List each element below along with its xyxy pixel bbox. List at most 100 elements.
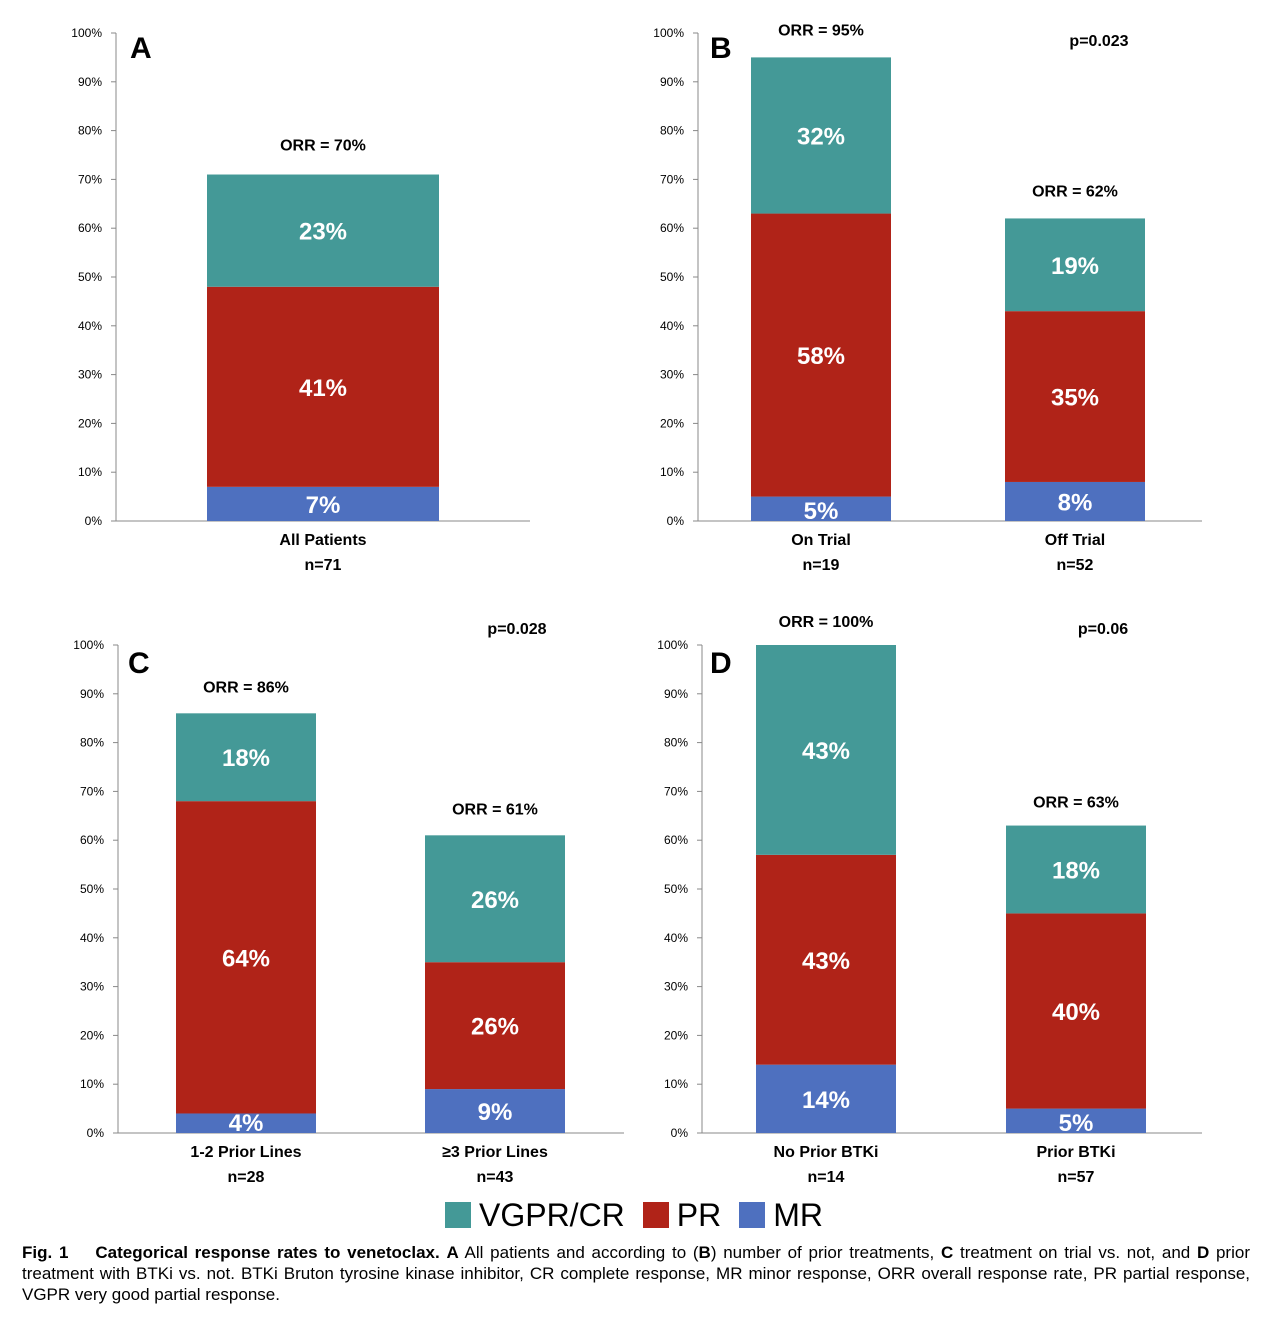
panel-a-category-n: n=71 <box>305 557 342 574</box>
panel-b-bar-vgpr-cr-1 <box>1005 218 1145 312</box>
panel-d-letter: D <box>710 647 732 680</box>
panel-c-letter: C <box>128 647 150 680</box>
panel-c-data-label: 26% <box>471 1014 519 1041</box>
panel-d-y-tick-label: 100% <box>657 638 688 652</box>
panel-c-bar-mr-1 <box>425 1089 565 1133</box>
panel-c-y-tick-label: 40% <box>80 931 104 945</box>
panel-d-category-n: n=14 <box>808 1169 845 1186</box>
caption-fig-label: Fig. 1 <box>22 1243 69 1262</box>
caption-text: prior treatment with BTKi vs. not. BTKi … <box>22 1243 1250 1304</box>
panel-d-data-label: 5% <box>1059 1110 1094 1137</box>
panel-b-y-tick-label: 100% <box>653 26 684 40</box>
panel-a-orr-label: ORR = 70% <box>280 138 366 155</box>
panel-d-category-n: n=57 <box>1058 1169 1095 1186</box>
panel-c-data-label: 18% <box>222 745 270 772</box>
panel-a-y-tick-label: 100% <box>71 26 102 40</box>
panel-d-bar-pr-1 <box>1006 913 1146 1109</box>
panel-d-data-label: 18% <box>1052 857 1100 884</box>
panel-b-category-n: n=19 <box>803 557 840 574</box>
panel-b-data-label: 5% <box>804 498 839 525</box>
caption-panel-ref: A <box>446 1243 459 1262</box>
panel-d-y-tick-label: 80% <box>664 736 688 750</box>
panel-c-data-label: 9% <box>478 1099 513 1126</box>
panel-d-data-label: 40% <box>1052 999 1100 1026</box>
panel-c-y-tick-label: 10% <box>80 1077 104 1091</box>
panel-c-bar-pr-1 <box>425 962 565 1090</box>
panel-a-y-tick-label: 70% <box>78 172 102 186</box>
panel-d-orr-label: ORR = 100% <box>779 614 874 631</box>
panel-b-bar-mr-1 <box>1005 481 1145 521</box>
legend-swatch-mr <box>739 1202 766 1228</box>
legend-swatch-pr <box>642 1202 669 1228</box>
panel-d-bar-vgpr-cr-0 <box>756 645 896 855</box>
panel-c-orr-label: ORR = 61% <box>452 801 538 818</box>
panel-c-bar-pr-0 <box>176 801 316 1114</box>
panel-c-y-tick-label: 70% <box>80 784 104 798</box>
caption-panel-ref: D <box>1196 1243 1210 1262</box>
panel-c-data-label: 64% <box>222 945 270 972</box>
panel-c-category-n: n=28 <box>228 1169 265 1186</box>
panel-d-y-tick-label: 10% <box>664 1077 688 1091</box>
panel-b-data-label: 58% <box>797 343 845 370</box>
panel-d-category-label: Prior BTKi <box>1036 1144 1115 1161</box>
panel-b-y-tick-label: 30% <box>660 368 684 382</box>
panel-b-data-label: 8% <box>1058 489 1093 516</box>
legend-item-vgpr-cr: VGPR/CR <box>444 1197 625 1233</box>
panel-c-y-tick-label: 20% <box>80 1028 104 1042</box>
panel-b-y-tick-label: 50% <box>660 270 684 284</box>
panel-a-letter: A <box>130 32 152 65</box>
panel-c-bar-vgpr-cr-0 <box>176 713 316 802</box>
panel-d-y-tick-label: 50% <box>664 882 688 896</box>
caption-panel-ref: B <box>698 1243 711 1262</box>
panel-b-y-tick-label: 90% <box>660 75 684 89</box>
panel-d-y-tick-label: 70% <box>664 784 688 798</box>
panel-c-category-n: n=43 <box>477 1169 514 1186</box>
panel-d-bar-mr-1 <box>1006 1108 1146 1133</box>
chart-legend: VGPR/CR PR MR <box>0 1195 1268 1235</box>
panel-b-data-label: 35% <box>1051 385 1099 412</box>
panel-a-bar-mr-0 <box>207 486 439 521</box>
panel-d-bar-pr-0 <box>756 854 896 1065</box>
panel-a-y-tick-label: 60% <box>78 221 102 235</box>
panel-c-category-label: 1-2 Prior Lines <box>190 1144 301 1161</box>
panel-b-bar-mr-0 <box>751 496 891 521</box>
legend-swatch-vgpr-cr <box>444 1202 471 1228</box>
panel-b-orr-label: ORR = 95% <box>778 22 864 39</box>
legend-item-mr: MR <box>739 1199 823 1231</box>
panel-c-y-tick-label: 30% <box>80 980 104 994</box>
panel-a-y-tick-label: 50% <box>78 270 102 284</box>
caption-panel-ref: C <box>941 1243 954 1262</box>
panel-b-y-tick-label: 70% <box>660 172 684 186</box>
panel-d-category-label: No Prior BTKi <box>774 1144 879 1161</box>
panel-d-y-tick-label: 30% <box>664 980 688 994</box>
panel-a-bar-pr-0 <box>207 286 439 487</box>
panel-b-data-label: 19% <box>1051 253 1099 280</box>
panel-a-y-tick-label: 10% <box>78 465 102 479</box>
caption-body: A All patients and according to (B) numb… <box>22 1243 1250 1304</box>
panel-c-orr-label: ORR = 86% <box>203 679 289 696</box>
panel-d-y-tick-label: 20% <box>664 1028 688 1042</box>
panel-d-y-tick-label: 40% <box>664 931 688 945</box>
legend-label-pr: PR <box>676 1197 722 1233</box>
panel-c-y-tick-label: 100% <box>73 638 104 652</box>
panel-c-y-tick-label: 90% <box>80 687 104 701</box>
panel-d-y-tick-label: 60% <box>664 833 688 847</box>
panel-d-bar-mr-0 <box>756 1064 896 1133</box>
panel-b-y-tick-label: 10% <box>660 465 684 479</box>
panel-d-y-tick-label: 0% <box>671 1126 689 1140</box>
panel-a-data-label: 7% <box>306 492 341 519</box>
panel-b-data-label: 32% <box>797 123 845 150</box>
legend-label-vgpr-cr: VGPR/CR <box>478 1197 625 1233</box>
panel-c-data-label: 4% <box>229 1110 264 1137</box>
legend-item-pr: PR <box>642 1197 722 1233</box>
panel-a-y-tick-label: 40% <box>78 319 102 333</box>
panel-b-y-tick-label: 60% <box>660 221 684 235</box>
panel-b-orr-label: ORR = 62% <box>1032 183 1118 200</box>
panel-c-bar-mr-0 <box>176 1113 316 1133</box>
panel-c-data-label: 26% <box>471 887 519 914</box>
panel-b-category-label: On Trial <box>791 532 851 549</box>
panel-c-bar-vgpr-cr-1 <box>425 835 565 963</box>
panel-c-y-tick-label: 80% <box>80 736 104 750</box>
panel-a-y-tick-label: 20% <box>78 416 102 430</box>
panel-c-y-tick-label: 50% <box>80 882 104 896</box>
